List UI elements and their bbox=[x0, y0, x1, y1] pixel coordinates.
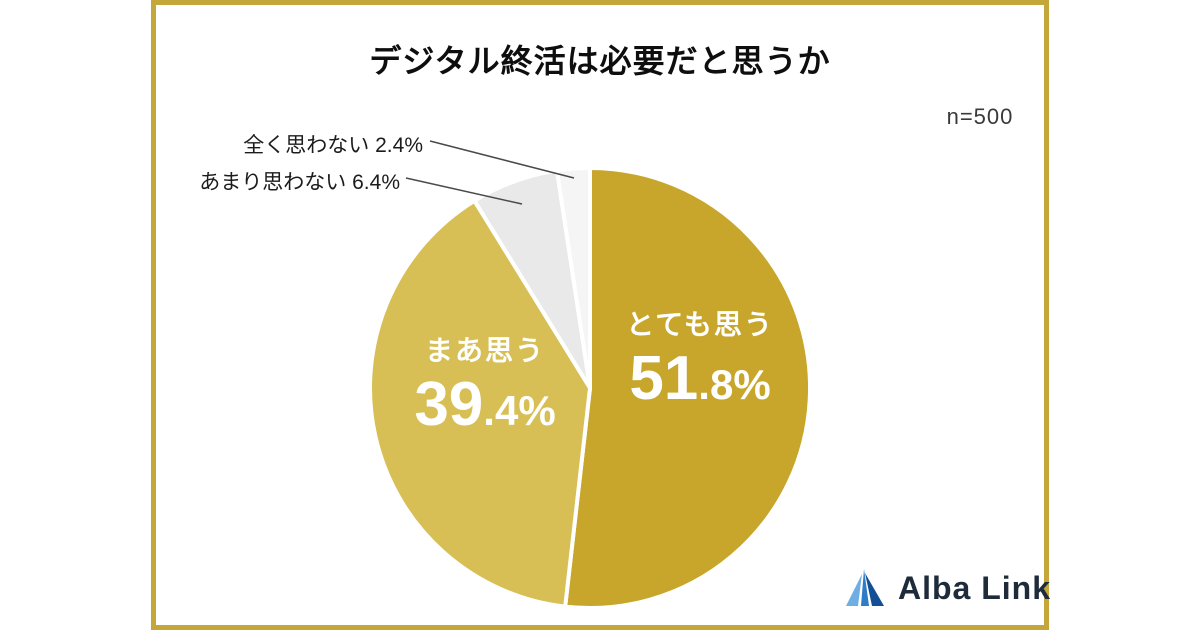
slice-label-strongly-think: とても思う 51.8% bbox=[595, 306, 805, 410]
callout-line-not-really-think bbox=[405, 177, 523, 205]
chart-title: デジタル終活は必要だと思うか bbox=[369, 43, 831, 79]
percent-integer: 51 bbox=[629, 344, 699, 413]
percent-integer: 39 bbox=[414, 370, 484, 439]
pie-slice-strongly-think bbox=[563, 166, 813, 610]
slice-percent: 51.8% bbox=[595, 348, 805, 410]
slice-label-somewhat-think: まあ思う 39.4% bbox=[380, 332, 590, 436]
callout-label-not-really-think: あまり思わない 6.4% bbox=[199, 171, 400, 194]
alba-link-logo-text: Alba Link bbox=[898, 569, 1052, 606]
slice-name: まあ思う bbox=[424, 335, 545, 366]
sail-triangle-icon bbox=[846, 569, 884, 606]
percent-fraction: .4% bbox=[483, 387, 556, 434]
callout-line-not-at-all-think bbox=[429, 140, 575, 179]
pie-slice-not-at-all-think bbox=[554, 166, 592, 390]
sample-size: n=500 bbox=[946, 104, 1014, 129]
slice-percent: 39.4% bbox=[380, 374, 590, 436]
percent-fraction: .8% bbox=[698, 361, 771, 408]
callout-label-not-at-all-think: 全く思わない 2.4% bbox=[243, 134, 423, 157]
alba-link-logo: Alba Link bbox=[842, 566, 1051, 610]
pie-slices-group bbox=[368, 166, 813, 610]
slice-name: とても思う bbox=[626, 309, 774, 340]
